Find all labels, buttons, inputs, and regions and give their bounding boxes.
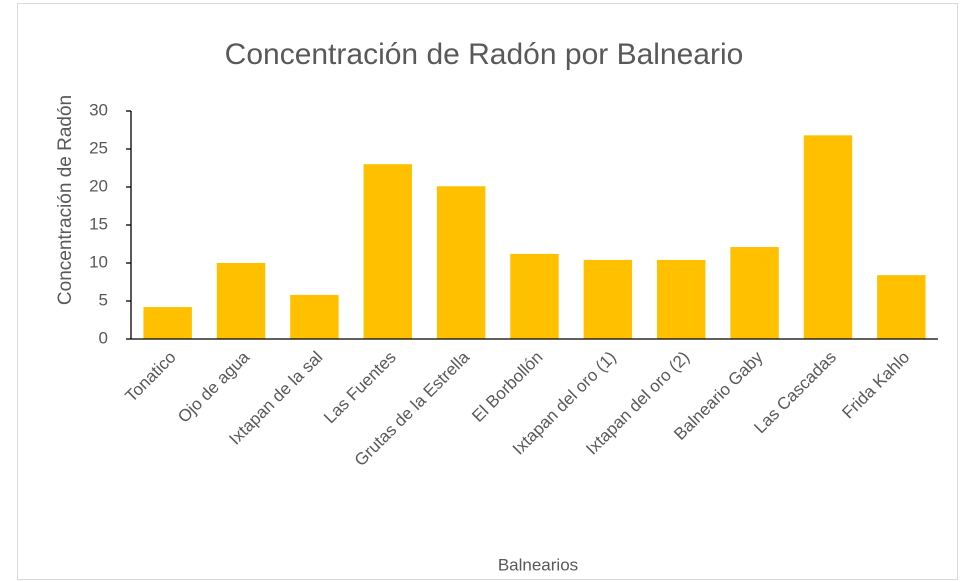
chart-border (17, 3, 958, 580)
bar (583, 259, 633, 339)
y-tick-label: 0 (99, 328, 108, 347)
bar (216, 263, 266, 339)
bar (290, 294, 339, 339)
bar (803, 135, 853, 339)
x-axis-title: Balnearios (498, 555, 578, 574)
bar (877, 275, 926, 339)
bar (510, 253, 559, 339)
bar (657, 259, 706, 339)
y-tick-label: 25 (89, 138, 108, 157)
chart-title: Concentración de Radón por Balneario (225, 38, 744, 71)
y-tick-label: 20 (89, 176, 108, 195)
bar (436, 186, 486, 339)
y-axis-title: Concentración de Radón (55, 95, 76, 305)
bar (143, 307, 192, 339)
y-tick-label: 5 (99, 290, 108, 309)
y-tick-label: 15 (89, 214, 108, 233)
y-tick-label: 30 (89, 100, 108, 119)
bar (363, 164, 412, 339)
y-tick-label: 10 (89, 252, 108, 271)
bar (730, 247, 779, 339)
